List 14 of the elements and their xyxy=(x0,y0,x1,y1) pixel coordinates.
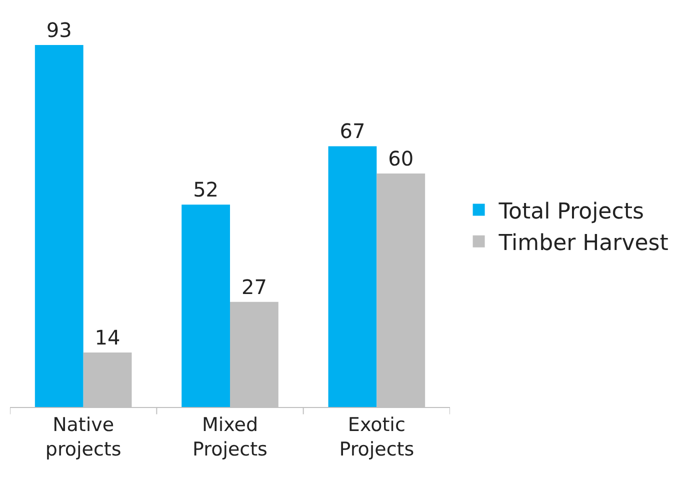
data-label: 14 xyxy=(94,326,120,350)
data-label: 67 xyxy=(340,119,366,144)
data-label: 60 xyxy=(388,146,414,170)
data-label: 27 xyxy=(241,274,267,299)
x-tick-label: Exotic Projects xyxy=(339,414,414,460)
bar xyxy=(34,45,84,407)
bar xyxy=(182,204,230,407)
legend-label: Total Projects xyxy=(498,199,644,224)
data-label: 52 xyxy=(193,178,219,202)
data-label: 93 xyxy=(46,18,72,42)
x-tick-label: Mixed Projects xyxy=(192,414,268,460)
legend-label: Timber Harvest xyxy=(498,230,669,256)
bar xyxy=(328,146,377,407)
x-tick-label: Native projects xyxy=(45,414,122,460)
